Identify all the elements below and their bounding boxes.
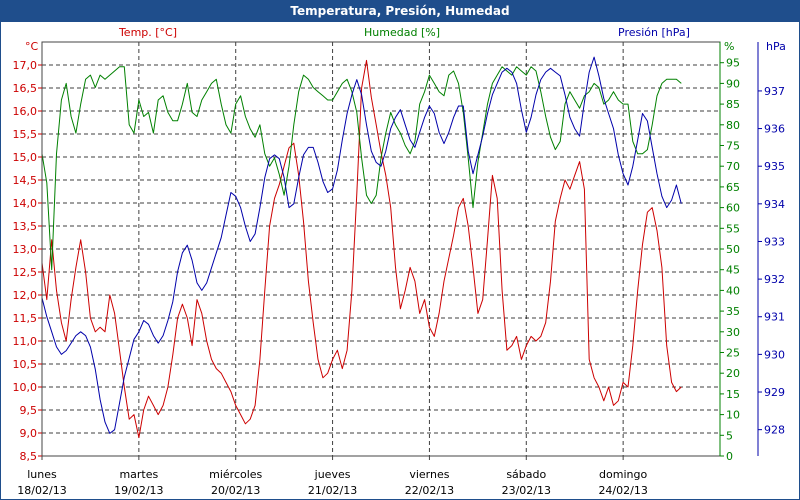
pres-tick-label: 935 xyxy=(764,160,785,173)
pres-tick-label: 932 xyxy=(764,273,785,286)
x-tick-date: 20/02/13 xyxy=(211,484,260,497)
pres-tick-label: 930 xyxy=(764,348,785,361)
x-tick-day: miércoles xyxy=(209,468,262,481)
temp-tick-label: 17,0 xyxy=(13,59,38,72)
temp-tick-label: 11,0 xyxy=(13,335,38,348)
hum-tick-label: 20 xyxy=(726,367,740,380)
temp-unit-label: °C xyxy=(25,40,39,53)
title-bar xyxy=(1,1,799,22)
hum-tick-label: 75 xyxy=(726,140,740,153)
hum-tick-label: 0 xyxy=(726,450,733,463)
temp-tick-label: 10,0 xyxy=(13,381,38,394)
pres-unit-label: hPa xyxy=(766,40,786,53)
pres-tick-label: 933 xyxy=(764,235,785,248)
temp-tick-label: 9,5 xyxy=(20,404,38,417)
hum-tick-label: 95 xyxy=(726,57,740,70)
temp-tick-label: 12,5 xyxy=(13,266,38,279)
temp-tick-label: 15,0 xyxy=(13,151,38,164)
x-tick-date: 19/02/13 xyxy=(114,484,163,497)
hum-tick-label: 60 xyxy=(726,202,740,215)
pres-tick-label: 928 xyxy=(764,424,785,437)
temp-tick-label: 12,0 xyxy=(13,289,38,302)
pres-tick-label: 937 xyxy=(764,85,785,98)
x-tick-day: martes xyxy=(119,468,158,481)
grid-lines xyxy=(41,42,720,457)
hum-tick-label: 35 xyxy=(726,305,740,318)
temp-tick-label: 8,5 xyxy=(20,450,38,463)
pres-axis-title: Presión [hPa] xyxy=(618,26,690,39)
hum-unit-label: % xyxy=(724,40,734,53)
chart-title: Temperatura, Presión, Humedad xyxy=(290,4,510,18)
x-tick-day: jueves xyxy=(314,468,351,481)
hum-tick-label: 10 xyxy=(726,409,740,422)
temp-tick-label: 11,5 xyxy=(13,312,38,325)
x-tick-day: domingo xyxy=(599,468,647,481)
hum-tick-label: 65 xyxy=(726,181,740,194)
pres-tick-label: 934 xyxy=(764,198,785,211)
hum-tick-label: 70 xyxy=(726,160,740,173)
temp-tick-label: 14,5 xyxy=(13,174,38,187)
x-tick-day: sábado xyxy=(506,468,546,481)
hum-axis-title: Humedad [%] xyxy=(364,26,440,39)
temp-tick-label: 13,5 xyxy=(13,220,38,233)
axis-labels: Temp. [°C] Humedad [%] Presión [hPa] °C … xyxy=(25,26,786,53)
hum-tick-label: 50 xyxy=(726,243,740,256)
series-layer xyxy=(41,56,682,439)
hum-tick-label: 40 xyxy=(726,284,740,297)
pres-series-line xyxy=(41,56,682,434)
hum-tick-label: 45 xyxy=(726,264,740,277)
x-tick-date: 22/02/13 xyxy=(405,484,454,497)
hum-tick-label: 85 xyxy=(726,98,740,111)
temp-series-line xyxy=(41,59,682,439)
x-tick-day: viernes xyxy=(409,468,449,481)
axes: 17,0 16,5 16,0 15,5 15,0 14,5 14,0 13,5 13,0 12,5… xyxy=(13,41,785,497)
hum-tick-label: 90 xyxy=(726,77,740,90)
temp-tick-label: 15,5 xyxy=(13,128,38,141)
hum-tick-label: 55 xyxy=(726,222,740,235)
x-tick-date: 23/02/13 xyxy=(502,484,551,497)
hum-series-line xyxy=(41,66,682,271)
hum-tick-label: 25 xyxy=(726,347,740,360)
hum-tick-label: 80 xyxy=(726,119,740,132)
hum-tick-label: 5 xyxy=(726,429,733,442)
temp-tick-label: 13,0 xyxy=(13,243,38,256)
pres-tick-label: 931 xyxy=(764,311,785,324)
temp-axis-title: Temp. [°C] xyxy=(118,26,177,39)
pres-tick-label: 936 xyxy=(764,123,785,136)
temp-tick-label: 10,5 xyxy=(13,358,38,371)
temp-tick-label: 14,0 xyxy=(13,197,38,210)
temp-tick-label: 16,0 xyxy=(13,105,38,118)
pres-tick-label: 929 xyxy=(764,386,785,399)
hum-tick-label: 15 xyxy=(726,388,740,401)
x-tick-date: 21/02/13 xyxy=(308,484,357,497)
x-tick-date: 24/02/13 xyxy=(598,484,647,497)
x-tick-day: lunes xyxy=(27,468,57,481)
x-tick-date: 18/02/13 xyxy=(17,484,66,497)
temp-tick-label: 16,5 xyxy=(13,82,38,95)
temp-tick-label: 9,0 xyxy=(20,427,38,440)
hum-tick-label: 30 xyxy=(726,326,740,339)
